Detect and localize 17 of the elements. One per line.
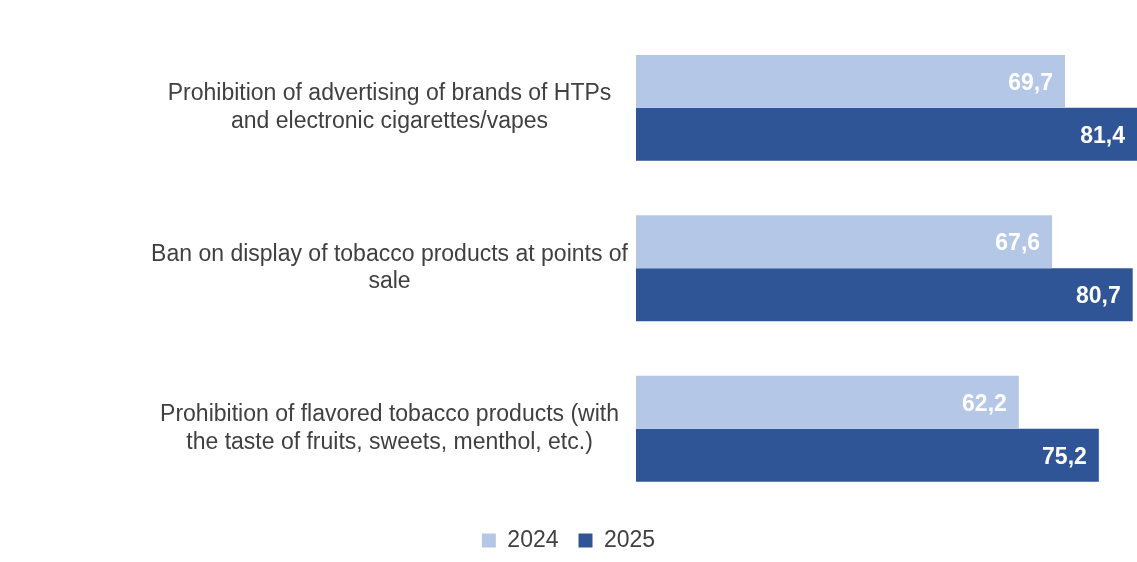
bar [636, 268, 1133, 322]
bar [636, 107, 1137, 161]
bar [636, 375, 1019, 429]
bar [636, 428, 1099, 482]
y-tick-label: Prohibition of advertising of brands of HTPs and electronic cigarettes/vapes [167, 79, 612, 133]
legend-label: 2024 [507, 525, 559, 552]
data-label: 81,4 [1080, 121, 1126, 148]
data-label: 80,7 [1075, 282, 1121, 309]
data-label: 69,7 [1008, 68, 1053, 95]
bar [636, 54, 1065, 108]
bar [636, 215, 1053, 269]
data-label: 62,2 [962, 389, 1007, 416]
legend-label: 2025 [604, 525, 656, 552]
y-tick-label: Prohibition of flavored tobacco products (with the taste of fruits, sweets, menthol, etc.) [160, 400, 620, 454]
y-tick-label: Ban on display of tobacco products at points of sale [151, 239, 629, 294]
data-label: 67,6 [995, 229, 1041, 256]
data-label: 75,2 [1042, 442, 1087, 469]
